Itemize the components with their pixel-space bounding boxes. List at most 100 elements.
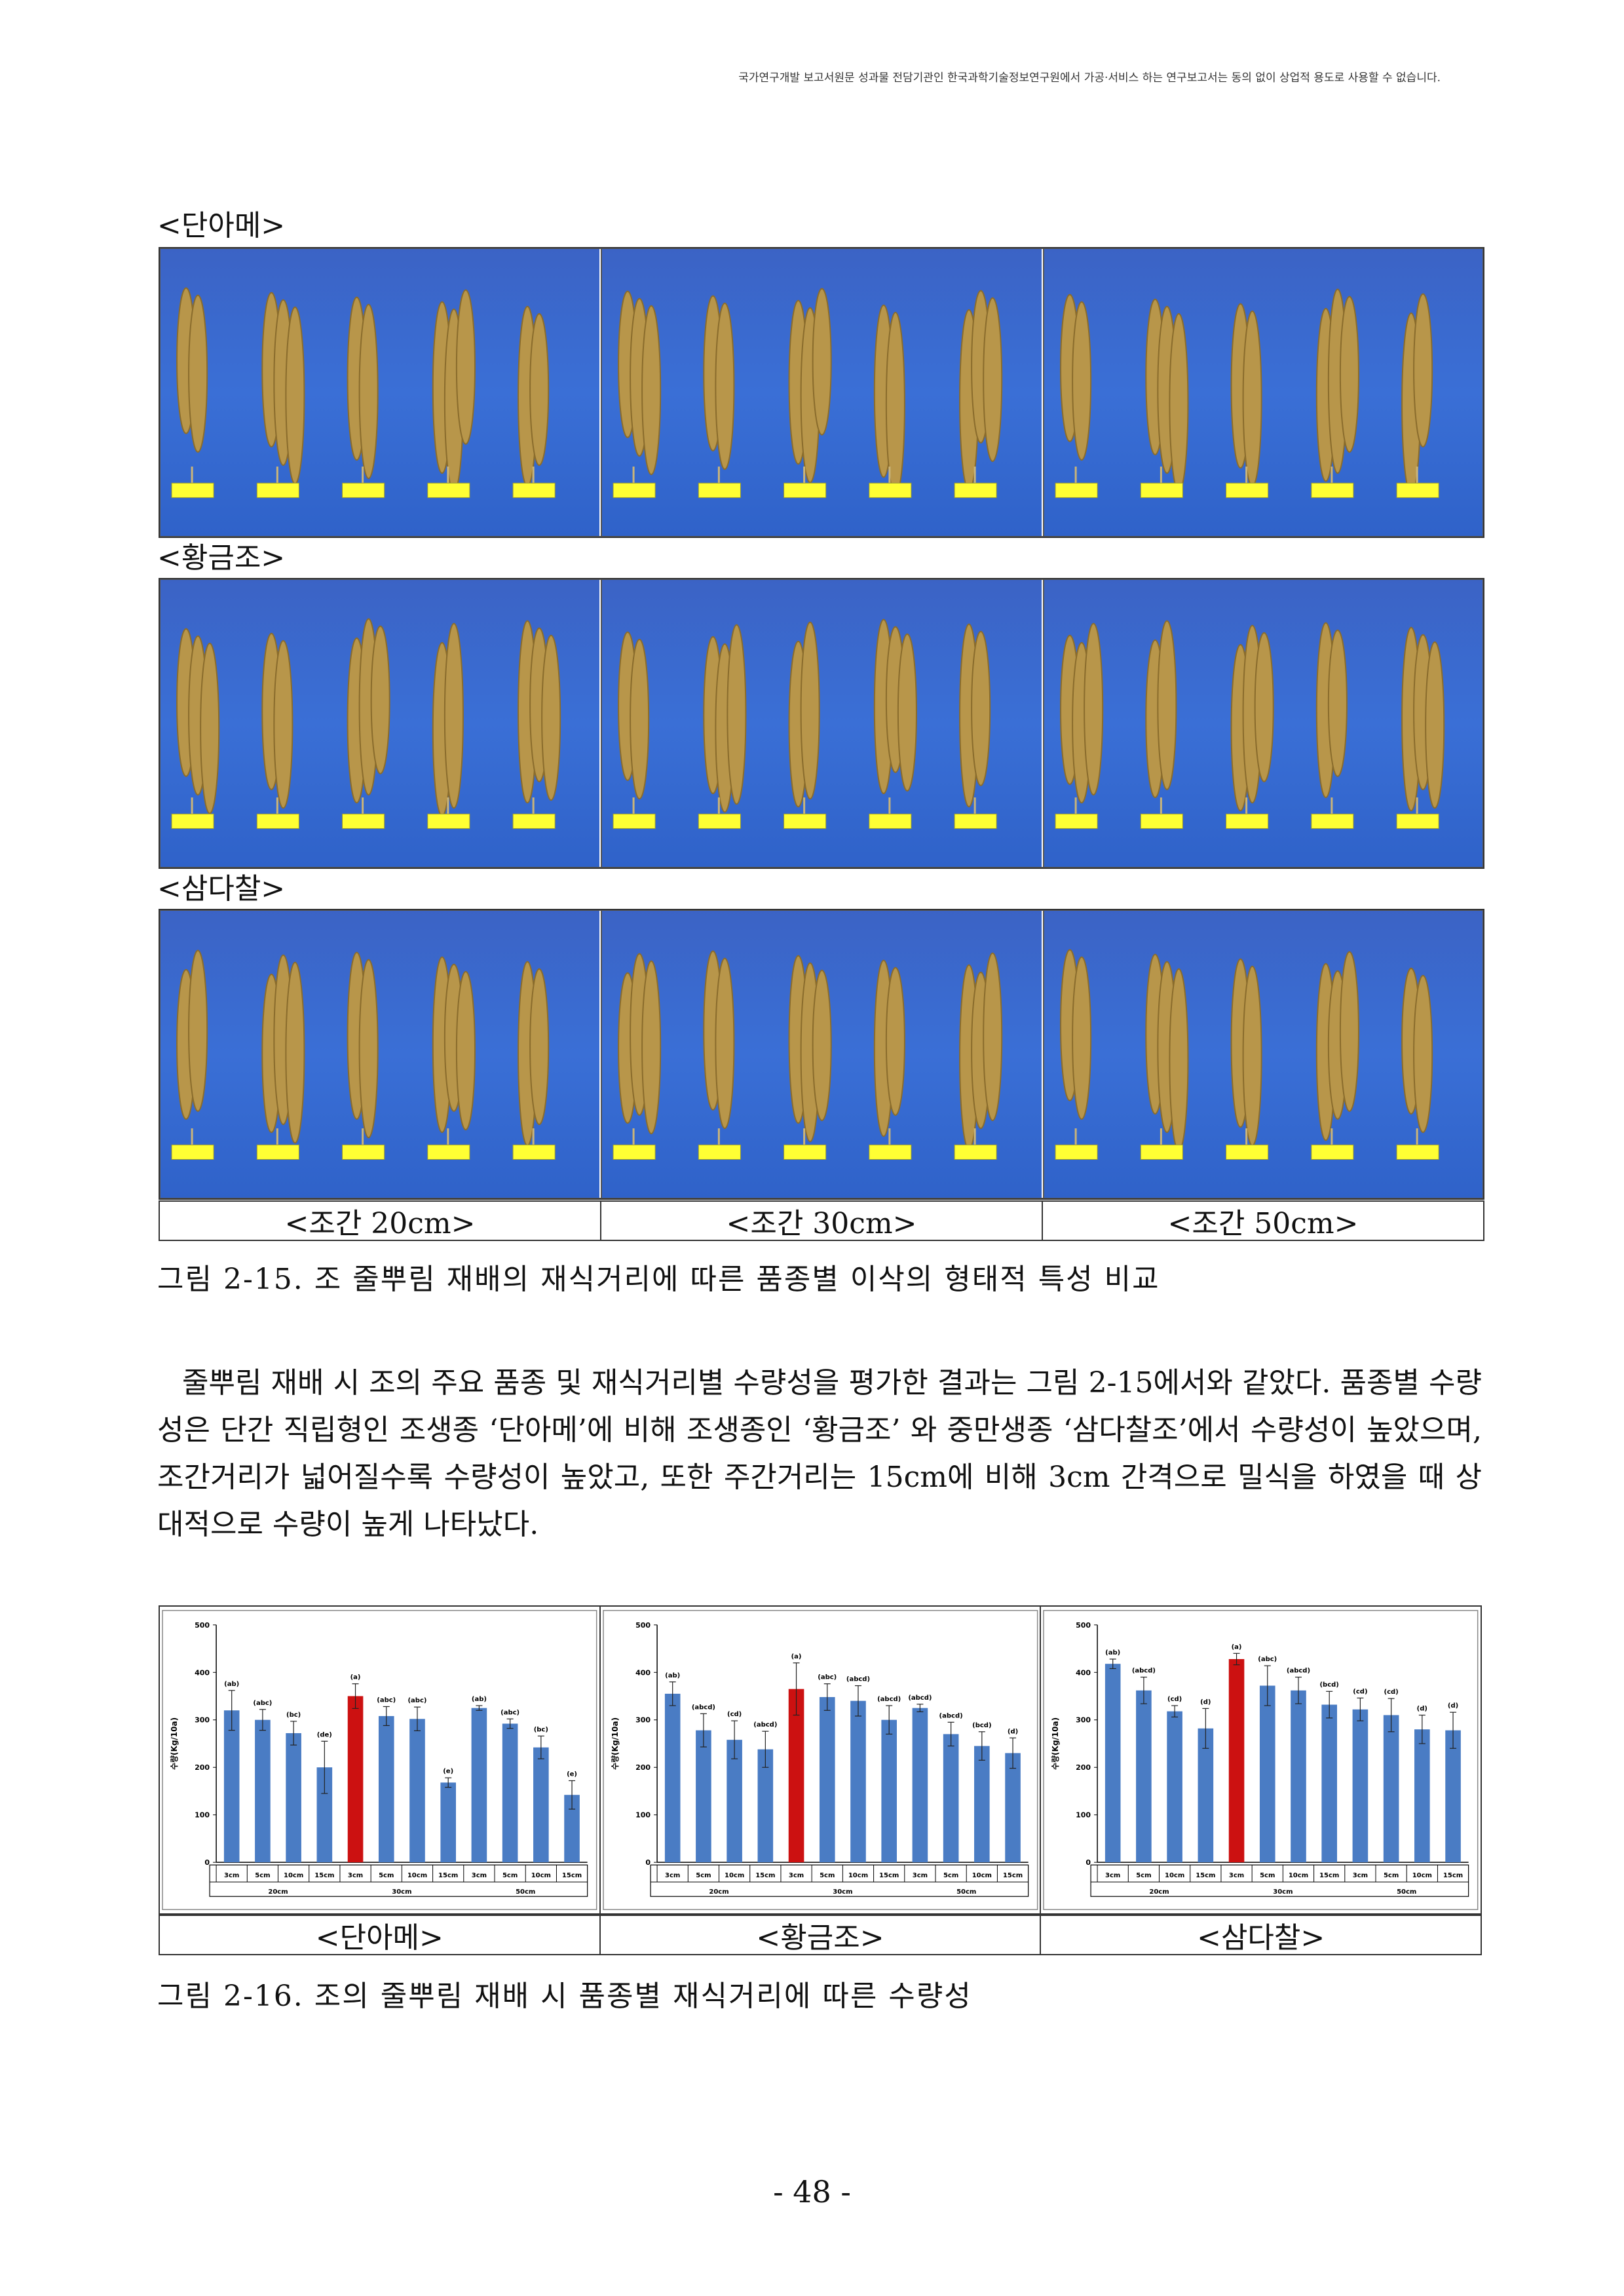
y-tick-label: 500 xyxy=(1076,1621,1091,1630)
spike-tag xyxy=(1055,813,1098,829)
y-tick-label: 300 xyxy=(635,1716,651,1725)
x-tick-label: 5cm xyxy=(696,1872,711,1879)
x-tick-label: 3cm xyxy=(665,1872,680,1879)
bar xyxy=(850,1700,866,1863)
bar xyxy=(819,1696,835,1863)
spike-tag xyxy=(1140,482,1183,498)
significance-label: (abc) xyxy=(377,1696,396,1704)
bar xyxy=(1004,1753,1021,1863)
yield-chart-hwanggeumjo: 0 100 200 300 400 500 수량(Kg/10a) (ab) (abcd) (cd)… xyxy=(601,1607,1042,1913)
x-tick-label: 10cm xyxy=(848,1872,868,1879)
significance-label: (abcd) xyxy=(939,1712,962,1719)
copyright-notice: 국가연구개발 보고서원문 성과물 전담기관인 한국과학기술정보연구원에서 가공·… xyxy=(738,71,1441,85)
significance-label: (ab) xyxy=(472,1696,487,1703)
millet-spike xyxy=(1327,629,1348,777)
bar xyxy=(664,1693,681,1863)
spike-tag xyxy=(256,813,299,829)
x-tick-label: 3cm xyxy=(224,1872,239,1879)
spike-tag xyxy=(1396,1144,1439,1160)
x-tick-label: 3cm xyxy=(912,1872,927,1879)
bar xyxy=(533,1747,549,1863)
significance-label: (abc) xyxy=(818,1674,837,1681)
significance-label: (e) xyxy=(443,1768,453,1775)
x-tick-label: 15cm xyxy=(755,1872,775,1879)
millet-spike xyxy=(188,294,208,453)
spike-tag xyxy=(256,1144,299,1160)
significance-label: (bcd) xyxy=(972,1722,991,1729)
spike-tag xyxy=(512,1144,556,1160)
group-label: 50cm xyxy=(516,1888,535,1896)
y-tick-label: 400 xyxy=(635,1668,651,1677)
y-tick-label: 200 xyxy=(1076,1763,1091,1772)
millet-spike xyxy=(800,621,820,800)
significance-label: (a) xyxy=(1232,1643,1242,1651)
bar xyxy=(1384,1715,1399,1863)
bar xyxy=(1291,1690,1307,1863)
x-tick-label: 15cm xyxy=(879,1872,899,1879)
significance-label: (cd) xyxy=(1384,1689,1399,1696)
y-tick-label: 100 xyxy=(195,1811,210,1820)
spike-tag xyxy=(1310,813,1354,829)
spike-tag xyxy=(1310,482,1354,498)
bar xyxy=(1229,1658,1245,1863)
yield-charts-row: 0 100 200 300 400 500 수량(Kg/10a) (ab) (abc) (bc) (… xyxy=(159,1605,1482,1915)
millet-spike xyxy=(1156,620,1177,790)
bar xyxy=(1260,1685,1275,1863)
y-tick-label: 0 xyxy=(645,1858,651,1867)
bar xyxy=(757,1749,773,1863)
millet-spike xyxy=(1242,965,1262,1147)
millet-spike xyxy=(812,288,833,436)
millet-spike xyxy=(1254,632,1274,782)
bar xyxy=(316,1767,333,1863)
significance-label: (d) xyxy=(1417,1705,1427,1712)
photo-row-hwanggeumjo xyxy=(159,578,1484,869)
spike-tag xyxy=(869,482,912,498)
spike-tag xyxy=(427,1144,470,1160)
millet-spike xyxy=(1083,622,1103,795)
bar xyxy=(881,1719,897,1863)
y-tick-label: 300 xyxy=(1076,1716,1091,1725)
significance-label: (ab) xyxy=(224,1681,239,1688)
bar xyxy=(1321,1704,1338,1863)
x-tick-label: 15cm xyxy=(1196,1872,1216,1879)
page-number: - 48 - xyxy=(773,2174,851,2210)
bar-chart-svg: 0 100 200 300 400 500 수량(Kg/10a) (ab) (abc) (bc) (… xyxy=(162,1610,597,1910)
y-axis-label: 수량(Kg/10a) xyxy=(170,1717,179,1770)
group-label: 50cm xyxy=(956,1888,976,1896)
spike-tag xyxy=(1055,482,1098,498)
millet-spikes-image xyxy=(613,619,998,829)
bar xyxy=(223,1710,240,1863)
significance-label: (e) xyxy=(567,1770,577,1778)
millet-spike xyxy=(285,306,305,485)
x-tick-label: 15cm xyxy=(1443,1872,1463,1879)
millet-spike xyxy=(1412,293,1433,448)
body-paragraph: 줄뿌림 재배 시 조의 주요 품종 및 재식거리별 수량성을 평가한 결과는 그… xyxy=(157,1366,1482,1541)
photo-spikes-30cm xyxy=(601,910,1044,1198)
spike-tag xyxy=(171,813,214,829)
millet-spikes-image xyxy=(1055,620,1445,829)
y-tick-label: 0 xyxy=(1086,1858,1091,1867)
y-tick-label: 500 xyxy=(195,1621,210,1630)
caption-row-spacing-50cm: <조간 50cm> xyxy=(1167,1207,1359,1240)
spike-tag xyxy=(342,1144,385,1160)
millet-spike xyxy=(971,630,991,786)
millet-spikes-image xyxy=(171,618,561,829)
spike-tag xyxy=(171,1144,214,1160)
millet-spike xyxy=(983,297,1003,462)
bar xyxy=(912,1708,928,1863)
x-tick-label: 15cm xyxy=(1003,1872,1023,1879)
yield-chart-danahme: 0 100 200 300 400 500 수량(Kg/10a) (ab) (abc) (bc) (… xyxy=(160,1607,601,1913)
spike-tag xyxy=(784,1144,827,1160)
chart-caption-hwanggeumjo: <황금조> xyxy=(601,1916,1042,1955)
photo-spikes-20cm xyxy=(160,910,602,1198)
significance-label: (cd) xyxy=(1353,1688,1368,1695)
spike-tag xyxy=(171,482,214,498)
spike-tag xyxy=(954,813,998,829)
bar-chart-svg: 0 100 200 300 400 500 수량(Kg/10a) (ab) (abcd) (cd)… xyxy=(602,1610,1038,1910)
variety-label-hwanggeumjo: <황금조> xyxy=(157,541,286,575)
significance-label: (abcd) xyxy=(846,1676,870,1683)
millet-spike xyxy=(273,640,293,809)
figure-caption-2-16: 그림 2-16. 조의 줄뿌림 재배 시 품종별 재식거리에 따른 수량성 xyxy=(157,1980,972,2013)
bar-chart-svg: 0 100 200 300 400 500 수량(Kg/10a) (ab) (abcd) (cd)… xyxy=(1043,1610,1479,1910)
bar xyxy=(788,1689,804,1863)
